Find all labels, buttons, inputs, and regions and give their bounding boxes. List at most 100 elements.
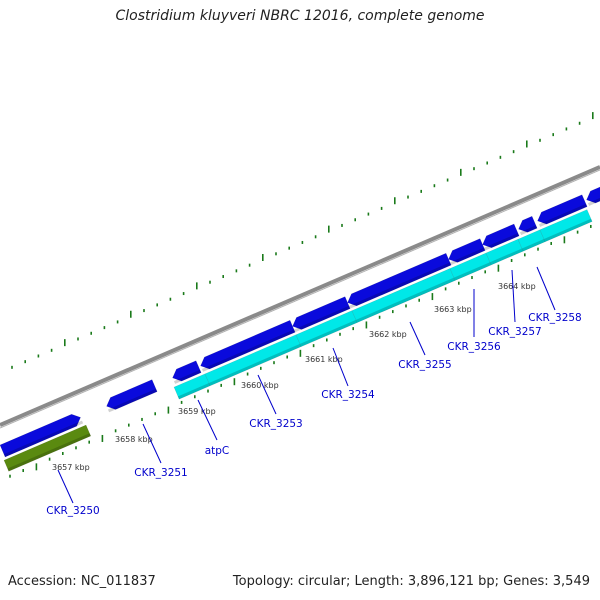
forward-gene-3-body xyxy=(200,319,296,370)
gene-label: CKR_3251 xyxy=(134,467,187,479)
reverse-gene-1-edge xyxy=(208,343,302,386)
forward-gene-8-body xyxy=(518,215,538,233)
scale-tick-marks xyxy=(9,224,592,478)
gene-label: CKR_3254 xyxy=(321,389,375,401)
reverse-gene-3-body xyxy=(351,268,456,323)
reverse-gene-2-edge xyxy=(299,319,358,347)
forward-gene-9-edge xyxy=(538,203,588,227)
reverse-gene-5-edge xyxy=(489,248,524,265)
forward-gene-8 xyxy=(518,215,538,236)
reverse-gene-3 xyxy=(351,268,456,323)
reverse-gene-5-body xyxy=(485,238,524,266)
gene-label: atpC xyxy=(205,445,230,457)
kbp-label: 3658 kbp xyxy=(115,435,153,444)
label-leader-line xyxy=(409,321,426,356)
label-leader-line xyxy=(257,374,277,415)
rna-gene-body xyxy=(3,424,92,472)
forward-gene-1 xyxy=(106,379,158,413)
reverse-gene-4-body xyxy=(449,252,492,281)
gene-label: CKR_3255 xyxy=(398,359,451,371)
forward-gene-8-edge xyxy=(519,225,538,236)
forward-gene-7-shape xyxy=(482,223,520,251)
label-leader-line xyxy=(511,269,516,323)
forward-gene-0-shape xyxy=(0,413,84,458)
forward-gene-9-shape xyxy=(537,194,588,227)
forward-gene-1-shape xyxy=(106,379,158,413)
reverse-gene-1 xyxy=(204,334,302,387)
reverse-gene-4-shape xyxy=(449,252,492,281)
forward-gene-10-shape xyxy=(586,186,600,206)
rna-gene-shape xyxy=(3,424,92,472)
reverse-gene-0-edge xyxy=(177,383,211,400)
forward-gene-2-edge xyxy=(173,369,202,384)
gene-label: CKR_3253 xyxy=(249,418,302,430)
kbp-label: 3661 kbp xyxy=(305,355,343,364)
forward-gene-9 xyxy=(537,194,588,227)
gene-features xyxy=(0,186,600,472)
forward-gene-0-edge xyxy=(3,420,84,457)
kbp-label: 3664 kbp xyxy=(498,282,536,291)
forward-gene-5-body xyxy=(347,252,452,307)
forward-gene-9-body xyxy=(537,194,588,225)
forward-gene-4-shape xyxy=(292,296,351,333)
label-leader-line xyxy=(197,399,218,441)
rna-gene-edge xyxy=(7,433,91,472)
genome-summary: Topology: circular; Length: 3,896,121 bp… xyxy=(232,574,590,589)
reverse-gene-1-body xyxy=(204,334,302,387)
kbp-label: 3660 kbp xyxy=(241,381,279,390)
label-leader-line xyxy=(536,266,556,311)
forward-gene-10-body xyxy=(586,186,600,204)
forward-gene-7-body xyxy=(482,223,520,249)
reverse-gene-5-shape xyxy=(485,238,524,266)
gene-label: CKR_3257 xyxy=(488,326,541,338)
kbp-label: 3657 kbp xyxy=(52,463,90,472)
forward-gene-5 xyxy=(347,252,452,309)
kbp-label: 3662 kbp xyxy=(369,330,407,339)
reverse-gene-4 xyxy=(449,252,492,281)
genome-backbone xyxy=(0,165,600,429)
map-title: Clostridium kluyveri NBRC 12016, complet… xyxy=(115,8,485,24)
forward-gene-1-body xyxy=(106,379,158,410)
forward-gene-10 xyxy=(586,186,600,206)
forward-gene-3 xyxy=(200,319,296,372)
forward-gene-4-edge xyxy=(293,305,351,333)
forward-gene-0-body xyxy=(0,413,81,458)
label-leader-line xyxy=(142,423,162,464)
forward-gene-4 xyxy=(292,296,351,333)
label-leader-line xyxy=(57,469,74,504)
forward-gene-10-edge xyxy=(587,196,600,206)
forward-gene-5-shape xyxy=(347,252,452,309)
forward-gene-7-edge xyxy=(483,233,520,251)
forward-gene-3-edge xyxy=(201,329,296,372)
forward-gene-6-edge xyxy=(449,247,486,266)
reverse-gene-5 xyxy=(485,238,524,266)
accession-text: Accession: NC_011837 xyxy=(8,574,156,589)
reverse-gene-4-edge xyxy=(453,262,492,281)
reverse-gene-7-shape xyxy=(539,209,593,243)
reverse-gene-3-edge xyxy=(355,277,456,323)
rna-gene xyxy=(3,424,92,472)
forward-gene-6-body xyxy=(448,238,486,263)
reverse-gene-7 xyxy=(539,209,593,243)
forward-gene-0 xyxy=(0,413,84,458)
feature-labels: 3657 kbp 3658 kbp 3659 kbp 3660 kbp 3661 kbp… xyxy=(46,266,582,517)
forward-gene-6 xyxy=(448,238,486,266)
forward-gene-7 xyxy=(482,223,520,251)
forward-gene-2 xyxy=(172,360,202,384)
forward-gene-2-body xyxy=(172,360,202,382)
kbp-label: 3659 kbp xyxy=(178,407,216,416)
reverse-gene-1-shape xyxy=(204,334,302,387)
gene-label: CKR_3256 xyxy=(447,341,501,353)
reverse-gene-6-edge xyxy=(521,238,546,252)
reverse-gene-7-body xyxy=(539,209,593,243)
backbone-shadow xyxy=(0,169,600,429)
kbp-label: 3663 kbp xyxy=(434,305,472,314)
outer-tick-marks xyxy=(11,112,594,369)
forward-gene-3-shape xyxy=(200,319,296,372)
label-leader-line xyxy=(332,347,349,387)
gene-label: CKR_3250 xyxy=(46,505,99,517)
forward-gene-1-edge xyxy=(107,388,158,413)
reverse-gene-3-shape xyxy=(351,268,456,323)
forward-gene-4-body xyxy=(292,296,351,330)
